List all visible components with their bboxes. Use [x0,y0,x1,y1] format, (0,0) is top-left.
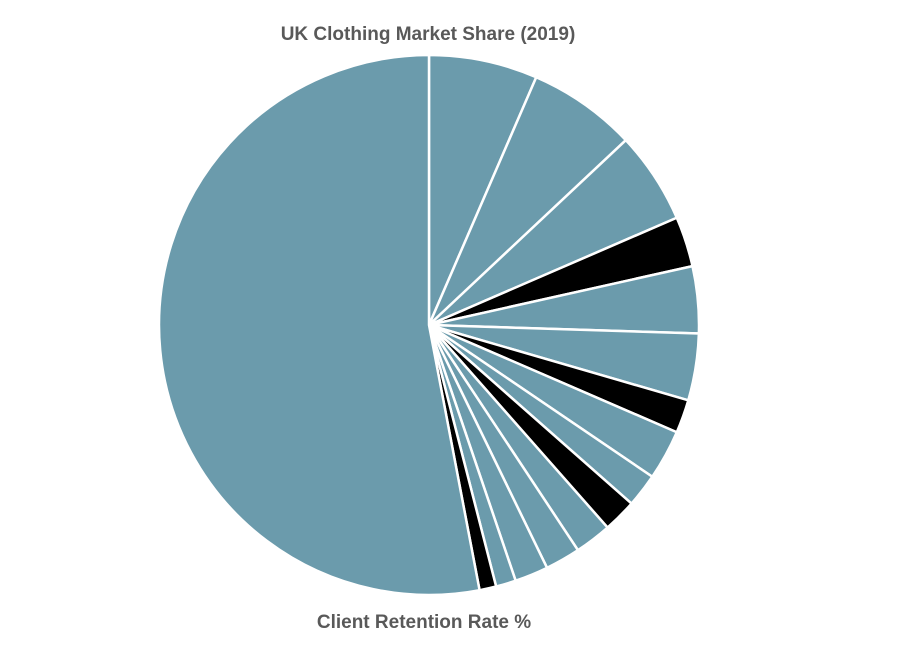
chart-caption: Client Retention Rate % [317,612,531,633]
pie-slice-2 [427,75,628,326]
pie-slices [157,53,701,597]
chart-title: UK Clothing Market Share (2019) [281,24,576,45]
pie-slice-1 [427,53,538,326]
pie-slice-16 [157,53,482,597]
